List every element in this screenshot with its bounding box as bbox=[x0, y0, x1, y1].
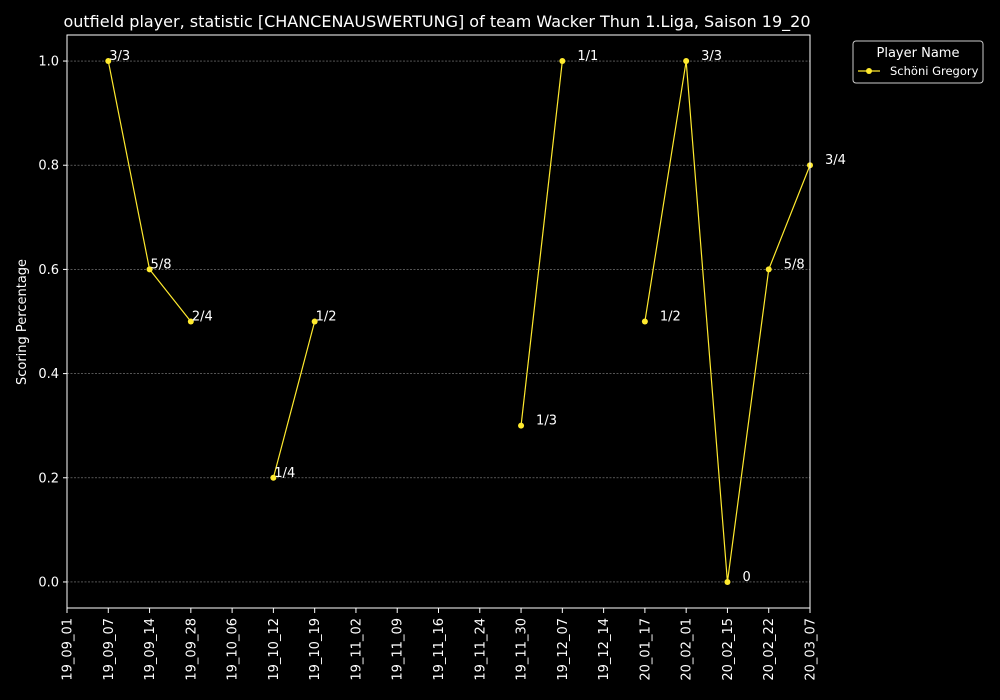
data-point bbox=[311, 318, 318, 325]
data-point bbox=[146, 266, 153, 273]
chart-title: outfield player, statistic [CHANCENAUSWE… bbox=[63, 12, 810, 32]
x-tick-label: 20_01_17 bbox=[638, 618, 653, 681]
x-tick-label: 19_11_30 bbox=[515, 618, 530, 681]
legend-entry-label: Schöni Gregory bbox=[890, 64, 979, 78]
x-tick-label: 19_09_07 bbox=[102, 618, 117, 681]
x-tick-label: 19_11_24 bbox=[473, 618, 488, 681]
data-label: 0 bbox=[742, 570, 750, 585]
data-label: 3/3 bbox=[109, 49, 130, 64]
x-tick-label: 19_11_02 bbox=[349, 618, 364, 681]
plot-frame bbox=[66, 34, 811, 609]
y-tick-label: 1.0 bbox=[38, 55, 59, 70]
data-point bbox=[105, 58, 112, 65]
data-point bbox=[270, 474, 277, 481]
y-tick-label: 0.2 bbox=[38, 471, 59, 486]
x-tick-label: 19_11_16 bbox=[432, 618, 447, 681]
data-point bbox=[724, 578, 731, 585]
x-tick-label: 20_02_15 bbox=[721, 618, 736, 681]
legend-marker-swatch bbox=[866, 68, 872, 74]
data-label: 2/4 bbox=[192, 310, 213, 325]
data-point bbox=[559, 58, 566, 65]
x-tick-label: 20_02_01 bbox=[680, 618, 695, 681]
y-tick-label: 0.6 bbox=[38, 263, 59, 278]
y-tick-label: 0.4 bbox=[38, 367, 59, 382]
y-axis: 0.0 0.2 0.4 0.6 0.8 1.0 bbox=[38, 55, 67, 590]
legend-title: Player Name bbox=[877, 46, 960, 61]
legend: Player Name Schöni Gregory bbox=[852, 40, 984, 84]
data-point bbox=[765, 266, 772, 273]
data-point bbox=[518, 422, 525, 429]
data-label: 3/4 bbox=[825, 153, 846, 168]
x-tick-label: 19_09_14 bbox=[143, 618, 158, 681]
data-labels: 3/3 5/8 2/4 1/4 1/2 1/3 1/1 1/2 3/3 0 5/8 3/4 bbox=[109, 49, 846, 585]
x-tick-label: 19_11_09 bbox=[391, 618, 406, 681]
data-label: 5/8 bbox=[784, 257, 805, 272]
x-tick-label: 19_10_12 bbox=[267, 618, 282, 681]
y-tick-label: 0.8 bbox=[38, 159, 59, 174]
data-label: 1/2 bbox=[316, 310, 337, 325]
series-line-segment bbox=[272, 321, 316, 478]
data-label: 1/2 bbox=[660, 310, 681, 325]
gridlines bbox=[67, 60, 810, 583]
data-label: 1/1 bbox=[577, 49, 598, 64]
x-tick-label: 19_10_06 bbox=[226, 618, 241, 681]
data-point bbox=[641, 318, 648, 325]
data-label: 5/8 bbox=[151, 257, 172, 272]
y-tick-label: 0.0 bbox=[38, 575, 59, 590]
data-label: 3/3 bbox=[701, 49, 722, 64]
x-tick-label: 19_12_14 bbox=[597, 618, 612, 681]
data-point bbox=[683, 58, 690, 65]
x-tick-label: 19_09_01 bbox=[61, 618, 76, 681]
legend-box bbox=[852, 40, 984, 84]
data-label: 1/3 bbox=[536, 414, 557, 429]
data-point bbox=[187, 318, 194, 325]
x-tick-label: 19_09_28 bbox=[184, 618, 199, 681]
series-line-segment bbox=[520, 60, 563, 426]
x-tick-label: 19_12_07 bbox=[556, 618, 571, 681]
x-tick-label: 20_02_22 bbox=[762, 618, 777, 681]
x-axis: 19_09_01 19_09_07 19_09_14 19_09_28 19_10_06… bbox=[61, 608, 819, 681]
y-axis-label: Scoring Percentage bbox=[15, 259, 30, 385]
x-tick-label: 20_03_07 bbox=[804, 618, 819, 681]
x-tick-label: 19_10_19 bbox=[308, 618, 323, 681]
data-label: 1/4 bbox=[274, 466, 295, 481]
series-points bbox=[105, 58, 813, 585]
